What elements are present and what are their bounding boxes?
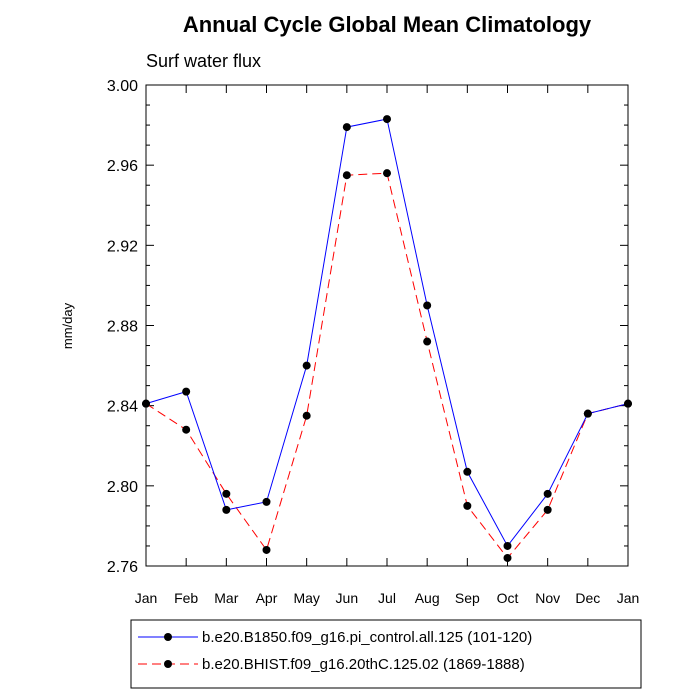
data-point [503, 553, 512, 562]
data-point [463, 467, 472, 476]
series-line [145, 172, 629, 559]
x-tick-label: Feb [174, 590, 198, 606]
axis-ticks: 2.76 2.80 2.84 2.88 2.92 2.96 3.00 Jan Feb Mar Apr… [107, 78, 639, 606]
x-tick-label: Oct [497, 590, 519, 606]
plot-area [142, 115, 632, 562]
legend-box [130, 619, 642, 689]
chart-title: Annual Cycle Global Mean Climatology [183, 12, 592, 37]
data-point [383, 115, 391, 124]
y-tick-label: 2.96 [107, 158, 138, 175]
legend-label: b.e20.B1850.f09_g16.pi_control.all.125 (… [202, 629, 532, 646]
x-tick-label: Jan [135, 590, 158, 606]
x-tick-label: May [293, 590, 319, 606]
data-point [222, 505, 231, 514]
x-tick-label: Jul [378, 590, 396, 606]
data-point [543, 505, 552, 514]
x-tick-label: Dec [575, 590, 600, 606]
x-tick-label: Mar [214, 590, 238, 606]
y-tick-label: 3.00 [107, 78, 138, 95]
data-point [583, 409, 592, 418]
x-tick-label: Nov [535, 590, 560, 606]
y-tick-label: 2.88 [107, 319, 138, 336]
y-tick-label: 2.80 [107, 479, 138, 496]
data-point [222, 489, 231, 498]
chart-subtitle: Surf water flux [146, 51, 261, 71]
data-point [423, 337, 432, 346]
legend-marker [164, 633, 172, 641]
series-line [145, 118, 629, 547]
data-point [503, 541, 512, 550]
data-point [302, 361, 311, 370]
data-point [182, 387, 191, 396]
data-point [342, 123, 351, 132]
data-point [262, 497, 271, 506]
data-point [463, 501, 472, 510]
legend-marker [164, 660, 172, 668]
y-tick-label: 2.76 [107, 559, 138, 576]
data-point [423, 301, 432, 310]
data-point [302, 411, 311, 420]
legend-label: b.e20.BHIST.f09_g16.20thC.125.02 (1869-1… [202, 656, 525, 673]
data-point [383, 169, 391, 178]
data-point [262, 545, 271, 554]
data-point [342, 171, 351, 180]
legend: b.e20.B1850.f09_g16.pi_control.all.125 (… [130, 619, 642, 689]
plot-frame [145, 84, 629, 567]
x-tick-label: Jun [336, 590, 359, 606]
y-tick-label: 2.92 [107, 238, 138, 255]
data-point [543, 489, 552, 498]
x-tick-label: Aug [415, 590, 440, 606]
data-point [182, 425, 191, 434]
y-tick-label: 2.84 [107, 399, 138, 416]
x-tick-label: Jan [617, 590, 640, 606]
y-axis-label: mm/day [60, 302, 75, 349]
x-tick-label: Sep [455, 590, 480, 606]
x-tick-label: Apr [256, 590, 278, 606]
